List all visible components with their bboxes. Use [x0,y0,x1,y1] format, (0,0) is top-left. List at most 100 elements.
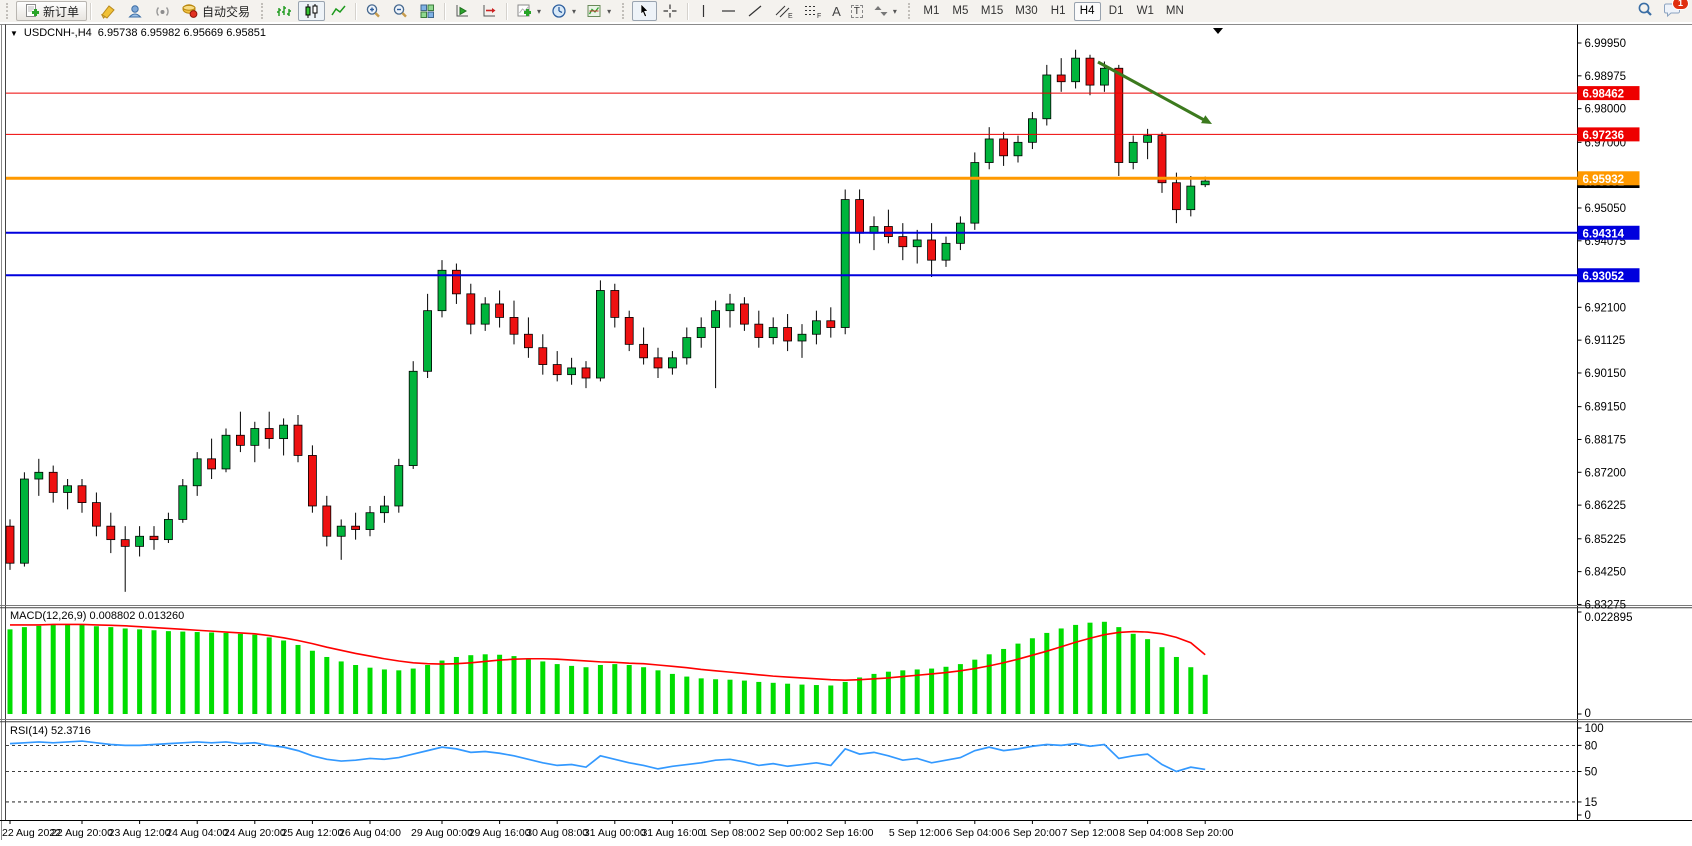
equidistant-channel-icon: E [774,3,793,19]
periods-button[interactable]: ▾ [546,1,581,21]
svg-text:6.99950: 6.99950 [1585,38,1627,50]
macd-pane: MACD(12,26,9) 0.008802 0.013260 0.022895 0 [7,610,1633,720]
zoom-in-button[interactable] [360,1,387,21]
svg-text:30 Aug 08:00: 30 Aug 08:00 [526,827,588,839]
bar-chart-button[interactable] [271,1,298,21]
macd-label: MACD(12,26,9) 0.008802 0.013260 [10,610,184,622]
toolbar-grip[interactable] [622,3,628,19]
indicators-button[interactable]: ▾ [511,1,546,21]
zoom-in-icon [365,3,382,19]
timeframe-w1[interactable]: W1 [1132,2,1159,21]
chart-end-marker [1213,28,1223,34]
svg-text:8 Sep 20:00: 8 Sep 20:00 [1177,827,1234,839]
svg-text:6.86225: 6.86225 [1585,500,1627,512]
crosshair-button[interactable] [657,1,684,21]
timeframe-m15[interactable]: M15 [976,2,1008,21]
chart-canvas[interactable]: 6.999506.989756.980006.970006.950506.940… [0,22,1692,846]
svg-text:26 Aug 04:00: 26 Aug 04:00 [339,827,401,839]
svg-text:31 Aug 00:00: 31 Aug 00:00 [584,827,646,839]
timeframe-mn[interactable]: MN [1161,2,1189,21]
trendline-button[interactable] [742,1,769,21]
arrows-button[interactable]: ▾ [868,1,902,21]
signals-icon [154,3,171,19]
svg-text:6.95050: 6.95050 [1585,203,1627,215]
trend-arrow-annotation [1097,60,1212,124]
text-icon: A [832,3,841,19]
svg-text:29 Aug 16:00: 29 Aug 16:00 [469,827,531,839]
signals-button[interactable] [149,1,176,21]
timeframe-group: M1 M5 M15 M30 H1 H4 D1 W1 MN [918,1,1189,21]
community-icon [127,3,144,19]
svg-text:0: 0 [1585,810,1591,822]
toolbar-grip[interactable] [907,3,914,19]
new-order-button[interactable]: 新订单 [16,1,88,21]
chart-shift-button[interactable] [476,1,503,21]
community-button[interactable] [122,1,149,21]
autotrading-label: 自动交易 [202,4,251,19]
notifications-button[interactable]: 1 [1664,0,1689,21]
timeframe-m5[interactable]: M5 [947,2,974,21]
svg-text:0.022895: 0.022895 [1585,612,1633,624]
templates-button[interactable]: ▾ [581,1,616,21]
chart-shift-icon [481,3,498,19]
svg-text:6.97236: 6.97236 [1583,130,1625,142]
rsi-pane: RSI(14) 52.3716 100 80 50 150 [6,723,1604,822]
search-icon[interactable] [1636,1,1654,21]
symbol-period-label: USDCNH-,H4 [23,27,92,39]
timeframe-h4[interactable]: H4 [1073,1,1101,21]
chevron-down-icon: ▾ [537,6,542,16]
svg-text:6.88175: 6.88175 [1585,434,1627,446]
autotrading-icon [181,3,199,19]
separator [687,2,690,20]
text-button[interactable]: A [827,1,846,21]
fibonacci-icon: F [803,3,822,19]
svg-text:22 Aug 2022: 22 Aug 2022 [2,827,61,839]
cursor-button[interactable] [632,1,658,21]
svg-text:6.89150: 6.89150 [1585,402,1627,414]
svg-text:6.98000: 6.98000 [1585,104,1627,116]
zoom-out-button[interactable] [387,1,414,21]
auto-scroll-button[interactable] [449,1,476,21]
chevron-down-icon: ▾ [607,6,612,16]
templates-icon [586,3,603,19]
horizontal-line-button[interactable] [715,1,742,21]
timeframe-h1[interactable]: H1 [1045,2,1072,21]
svg-text:6.91125: 6.91125 [1585,335,1626,347]
toolbar-grip[interactable] [6,3,12,19]
text-label-button[interactable]: T [846,1,868,21]
svg-text:24 Aug 20:00: 24 Aug 20:00 [224,827,286,839]
candlestick-chart-button[interactable] [298,1,326,21]
timeframe-m1[interactable]: M1 [918,2,945,21]
arrows-icon [873,3,889,19]
auto-scroll-icon [454,3,471,19]
svg-text:50: 50 [1585,767,1598,779]
timeframe-m30[interactable]: M30 [1010,2,1042,21]
vertical-line-button[interactable] [692,1,715,21]
collapse-caret-icon[interactable]: ▼ [10,28,18,38]
rsi-line [9,740,1206,773]
chevron-down-icon: ▾ [892,6,897,16]
zoom-out-icon [392,3,409,19]
svg-text:25 Aug 12:00: 25 Aug 12:00 [281,827,343,839]
notification-badge: 1 [1672,0,1689,10]
autotrading-button[interactable]: 自动交易 [176,1,255,21]
line-chart-button[interactable] [325,1,352,21]
chart-window: 6.99950 6.98975 6.98000 6.97000 6.95050 6.940… [0,22,1692,846]
timeframe-d1[interactable]: D1 [1103,2,1130,21]
metaeditor-button[interactable] [95,1,122,21]
vertical-line-icon [697,3,710,19]
level-lines [6,92,1578,277]
svg-text:6.98975: 6.98975 [1585,71,1627,83]
macd-signal-line [10,623,1206,681]
svg-text:6.92100: 6.92100 [1585,302,1627,314]
indicators-icon [516,3,533,19]
fibonacci-button[interactable]: F [798,1,827,21]
metaeditor-icon [100,3,117,19]
toolbar: 新订单 自动交易 [0,0,1692,23]
equidistant-channel-button[interactable]: E [769,1,798,21]
tile-windows-button[interactable] [414,1,441,21]
toolbar-grip[interactable] [261,3,267,19]
svg-text:31 Aug 16:00: 31 Aug 16:00 [641,827,703,839]
svg-text:24 Aug 04:00: 24 Aug 04:00 [166,827,228,839]
separator [444,2,447,20]
